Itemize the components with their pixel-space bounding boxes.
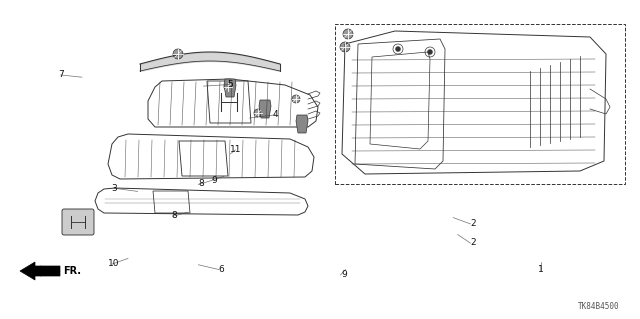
Polygon shape [20, 262, 60, 280]
Text: 6: 6 [218, 265, 223, 274]
Text: 9: 9 [342, 271, 347, 279]
Text: 4: 4 [273, 110, 278, 119]
Text: 9: 9 [212, 176, 217, 185]
Circle shape [343, 29, 353, 39]
Bar [335, 24, 625, 184]
Text: 2: 2 [471, 219, 476, 228]
Text: 8: 8 [199, 179, 204, 188]
Polygon shape [259, 100, 271, 118]
Circle shape [340, 42, 350, 52]
Text: 11: 11 [230, 145, 241, 154]
Circle shape [428, 49, 433, 55]
Polygon shape [296, 115, 308, 133]
Text: 5: 5 [228, 80, 233, 89]
Text: 7: 7 [58, 70, 63, 79]
Circle shape [173, 49, 183, 59]
Text: 2: 2 [471, 238, 476, 247]
Text: TK84B4500: TK84B4500 [579, 302, 620, 311]
Text: FR.: FR. [63, 266, 81, 276]
Circle shape [224, 83, 232, 91]
Text: 3: 3 [111, 184, 116, 193]
Circle shape [254, 109, 262, 117]
Text: 8: 8 [172, 211, 177, 220]
FancyBboxPatch shape [62, 209, 94, 235]
Circle shape [292, 95, 300, 103]
Text: 1: 1 [538, 265, 543, 274]
Circle shape [396, 47, 401, 51]
Polygon shape [224, 79, 236, 97]
Text: 10: 10 [108, 259, 120, 268]
